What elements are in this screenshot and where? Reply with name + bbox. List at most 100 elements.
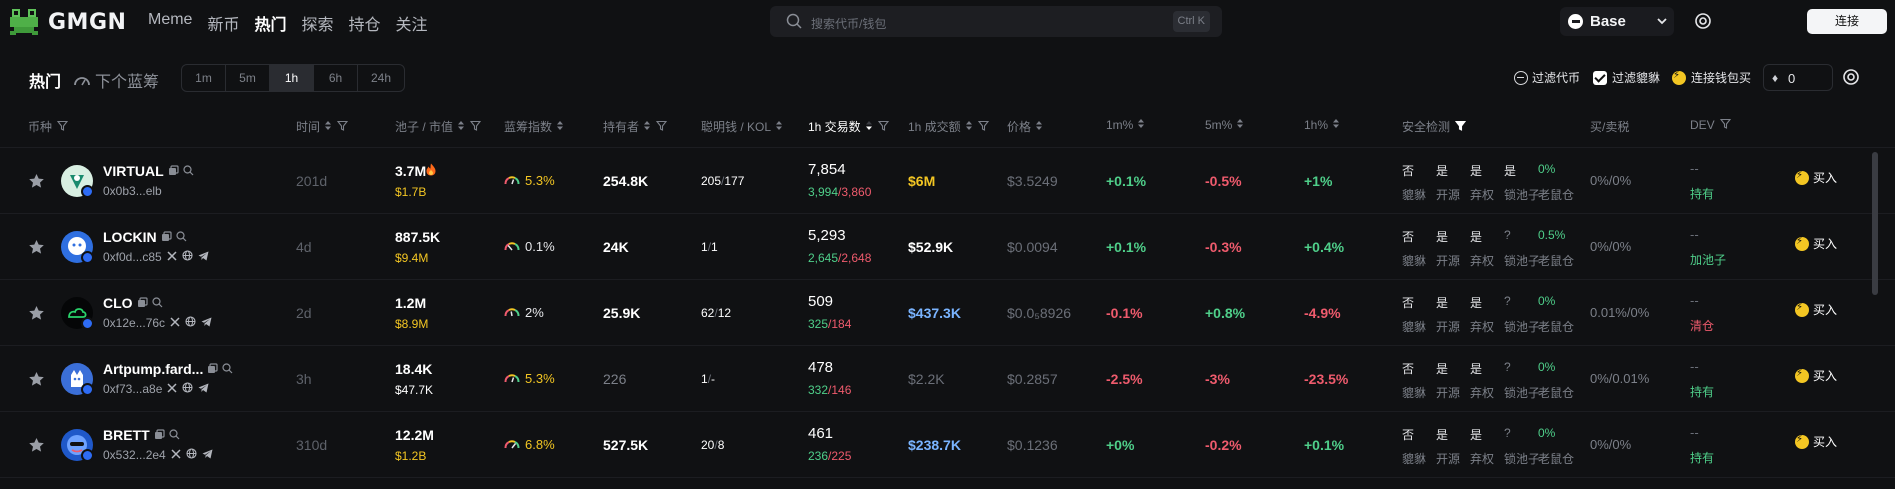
copy-icon[interactable] <box>161 229 172 245</box>
nav-new[interactable]: 新币 <box>207 17 240 34</box>
filter-active-icon[interactable] <box>1454 120 1467 134</box>
star-icon[interactable] <box>28 305 45 326</box>
filter-honeypot-checkbox[interactable]: 过滤貔貅 <box>1593 69 1660 86</box>
table-row[interactable]: LOCKIN 0xf0d...c85 4d 887.5K $9.4M 0.1% … <box>0 214 1895 280</box>
nav-explore[interactable]: 探索 <box>301 17 334 34</box>
filter-icon[interactable] <box>977 120 989 134</box>
table-row[interactable]: Artpump.fard... 0xf73...a8e 3h 18.4K $47… <box>0 346 1895 412</box>
token-name[interactable]: VIRTUAL <box>103 163 194 179</box>
buy-amount-input[interactable]: ♦ 0 <box>1763 64 1833 91</box>
col-1h[interactable]: 1h% <box>1304 118 1340 132</box>
star-icon[interactable] <box>28 437 45 458</box>
token-address[interactable]: 0x0b3...elb <box>103 184 162 198</box>
table-row[interactable]: BRETT 0x532...2e4 310d 12.2M $1.2B 6.8% … <box>0 412 1895 478</box>
buy-button[interactable]: 买入 <box>1795 433 1837 450</box>
token-name[interactable]: LOCKIN <box>103 229 187 245</box>
copy-icon[interactable] <box>168 163 179 179</box>
security-label: 貔貅 <box>1402 320 1427 334</box>
logo[interactable]: GMGN <box>8 5 126 39</box>
token-address[interactable]: 0xf0d...c85 <box>103 250 209 264</box>
globe-icon[interactable] <box>182 382 193 396</box>
copy-icon[interactable] <box>154 427 165 443</box>
scrollbar[interactable] <box>1872 152 1878 295</box>
token-avatar[interactable] <box>61 165 94 198</box>
tab-trending[interactable]: 热门 <box>29 74 62 91</box>
magnify-icon[interactable] <box>183 163 194 179</box>
buy-button[interactable]: 买入 <box>1795 367 1837 384</box>
telegram-icon[interactable] <box>201 316 212 330</box>
col-bluechip[interactable]: 蓝筹指数 <box>504 118 564 135</box>
col-coin[interactable]: 币种 <box>28 118 69 135</box>
col-holders[interactable]: 持有者 <box>603 118 668 135</box>
timeframe-1m[interactable]: 1m <box>182 65 226 91</box>
copy-icon[interactable] <box>137 295 148 311</box>
col-age[interactable]: 时间 <box>296 118 349 135</box>
filter-icon[interactable] <box>469 120 482 134</box>
star-icon[interactable] <box>28 173 45 194</box>
magnify-icon[interactable] <box>151 295 163 311</box>
timeframe-24h[interactable]: 24h <box>370 71 392 85</box>
col-txns[interactable]: 1h 交易数 <box>808 118 889 135</box>
telegram-icon[interactable] <box>202 448 213 462</box>
magnify-icon[interactable] <box>169 427 180 443</box>
token-avatar[interactable] <box>61 231 94 264</box>
col-price[interactable]: 价格 <box>1007 118 1043 135</box>
globe-icon[interactable] <box>186 448 197 462</box>
token-name[interactable]: Artpump.fard... <box>103 361 233 377</box>
buy-button[interactable]: 买入 <box>1795 169 1837 186</box>
nav-meme[interactable]: Meme <box>148 11 193 28</box>
timeframe-6h[interactable]: 6h <box>314 65 358 91</box>
col-smart-kol[interactable]: 聪明钱 / KOL <box>701 118 783 135</box>
x-icon[interactable] <box>167 250 177 264</box>
x-icon[interactable] <box>171 448 181 462</box>
filter-icon[interactable] <box>655 120 668 134</box>
filter-icon[interactable] <box>877 120 889 134</box>
filter-tokens-toggle[interactable]: 过滤代币 <box>1514 69 1580 86</box>
x-icon[interactable] <box>170 316 180 330</box>
telegram-icon[interactable] <box>198 382 209 396</box>
x-icon[interactable] <box>167 382 177 396</box>
filter-icon[interactable] <box>336 120 349 134</box>
token-name[interactable]: BRETT <box>103 427 180 443</box>
star-icon[interactable] <box>28 239 45 260</box>
col-dev[interactable]: DEV <box>1690 118 1731 132</box>
table-row[interactable]: VIRTUAL 0x0b3...elb 201d 3.7M $1.7B 5.3%… <box>0 148 1895 214</box>
tab-next-bluechip[interactable]: 下个蓝筹 <box>73 68 159 92</box>
globe-icon[interactable] <box>182 250 193 264</box>
gear-icon[interactable] <box>1842 68 1860 86</box>
col-liq-mcap[interactable]: 池子 / 市值 <box>395 118 482 135</box>
nav-holdings[interactable]: 持仓 <box>348 17 381 34</box>
col-tax[interactable]: 买/卖税 <box>1590 118 1629 135</box>
token-address[interactable]: 0xf73...a8e <box>103 382 209 396</box>
col-security[interactable]: 安全检测 <box>1402 118 1467 135</box>
telegram-icon[interactable] <box>198 250 209 264</box>
table-row[interactable]: CLO 0x12e...76c 2d 1.2M $8.9M 2% 25.9K 6… <box>0 280 1895 346</box>
token-name[interactable]: CLO <box>103 295 163 311</box>
token-address[interactable]: 0x12e...76c <box>103 316 212 330</box>
globe-icon[interactable] <box>185 316 196 330</box>
buy-button[interactable]: 买入 <box>1795 235 1837 252</box>
nav-trending[interactable]: 热门 <box>254 17 287 34</box>
timeframe-5m[interactable]: 5m <box>226 65 270 91</box>
col-1m[interactable]: 1m% <box>1106 118 1145 132</box>
filter-icon[interactable] <box>1719 118 1731 132</box>
magnify-icon[interactable] <box>176 229 187 245</box>
token-address[interactable]: 0x532...2e4 <box>103 448 213 462</box>
token-avatar[interactable] <box>61 363 94 396</box>
token-avatar[interactable] <box>61 429 94 462</box>
col-5m[interactable]: 5m% <box>1205 118 1244 132</box>
star-icon[interactable] <box>28 371 45 392</box>
copy-icon[interactable] <box>207 361 218 377</box>
col-volume[interactable]: 1h 成交额 <box>908 118 989 135</box>
filter-icon[interactable] <box>56 120 69 134</box>
connect-wallet-buy[interactable]: 连接钱包买 <box>1672 69 1751 86</box>
timeframe-1h[interactable]: 1h <box>270 65 314 91</box>
buy-button[interactable]: 买入 <box>1795 301 1837 318</box>
nav-follow[interactable]: 关注 <box>395 17 428 34</box>
chain-selector[interactable]: Base <box>1560 7 1674 36</box>
gear-icon[interactable] <box>1694 12 1712 30</box>
connect-button[interactable]: 连接 <box>1807 9 1887 34</box>
magnify-icon[interactable] <box>222 361 233 377</box>
search-input[interactable]: 搜索代币/钱包 Ctrl K <box>770 6 1222 37</box>
token-avatar[interactable] <box>61 297 94 330</box>
